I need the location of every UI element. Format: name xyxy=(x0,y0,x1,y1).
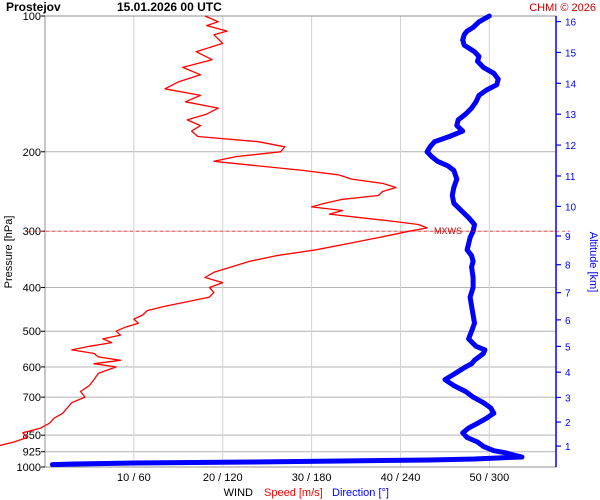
altitude-tick-label: 7 xyxy=(565,289,571,300)
altitude-tick-label: 3 xyxy=(565,393,571,404)
altitude-tick-label: 2 xyxy=(565,418,571,429)
altitude-tick-label: 12 xyxy=(565,141,577,152)
x-axis: 10 / 60 20 / 120 30 / 180 40 / 240 50 / 300 xyxy=(117,472,509,484)
altitude-tick-label: 13 xyxy=(565,110,577,121)
x-axis-label-speed: Speed [m/s] xyxy=(264,487,323,499)
pressure-tick-label: 700 xyxy=(23,392,41,404)
x-tick-label: 30 / 180 xyxy=(292,472,332,484)
altitude-tick-label: 11 xyxy=(565,172,576,183)
direction-point xyxy=(131,461,136,466)
altitude-tick-label: 8 xyxy=(565,261,571,272)
station-name: Prostejov xyxy=(6,0,61,14)
x-tick-label: 50 / 300 xyxy=(469,472,509,484)
x-axis-label-prefix: WIND xyxy=(224,487,253,499)
altitude-tick-label: 6 xyxy=(565,316,571,327)
speed-series-line xyxy=(0,15,428,447)
altitude-tick-label: 4 xyxy=(565,368,571,379)
pressure-tick-label: 400 xyxy=(23,283,41,295)
direction-series-line xyxy=(49,13,525,468)
pressure-tick-label: 600 xyxy=(23,362,41,374)
y-axis-right-label: Altitude [km] xyxy=(587,232,599,293)
pressure-tick-label: 200 xyxy=(23,147,41,159)
series-layer xyxy=(0,13,525,468)
datetime-title: 15.01.2026 00 UTC xyxy=(117,0,222,14)
x-tick-label: 10 / 60 xyxy=(117,472,151,484)
altitude-tick-label: 10 xyxy=(565,202,577,213)
x-tick-label: 40 / 240 xyxy=(381,472,421,484)
pressure-tick-label: 100 xyxy=(23,11,41,23)
pressure-tick-label: 500 xyxy=(23,326,41,338)
direction-point xyxy=(50,462,55,467)
altitude-tick-label: 1 xyxy=(565,442,571,453)
altitude-tick-label: 16 xyxy=(565,18,577,29)
direction-point xyxy=(250,460,255,465)
altitude-tick-label: 5 xyxy=(565,342,571,353)
pressure-tick-label: 850 xyxy=(23,430,41,442)
pressure-tick-label: 300 xyxy=(23,226,41,238)
y-axis-label: Pressure [hPa] xyxy=(3,216,15,289)
direction-point xyxy=(72,462,77,467)
pressure-tick-label: 925 xyxy=(23,447,41,459)
pressure-axis: 100 200 300 400 500 600 700 850 925 1000 xyxy=(17,11,45,474)
grid xyxy=(45,16,556,467)
credit-label: CHMI © 2026 xyxy=(529,2,596,14)
x-tick-label: 20 / 120 xyxy=(203,472,243,484)
altitude-tick-label: 14 xyxy=(565,79,577,90)
direction-point xyxy=(428,458,433,463)
mxws-annotation: MXWS xyxy=(434,226,462,236)
direction-point xyxy=(339,459,344,464)
x-axis-label-direction: Direction [°] xyxy=(332,487,389,499)
pressure-tick-label: 1000 xyxy=(17,462,41,474)
altitude-tick-label: 15 xyxy=(565,48,577,59)
altitude-tick-label: 9 xyxy=(565,232,571,243)
